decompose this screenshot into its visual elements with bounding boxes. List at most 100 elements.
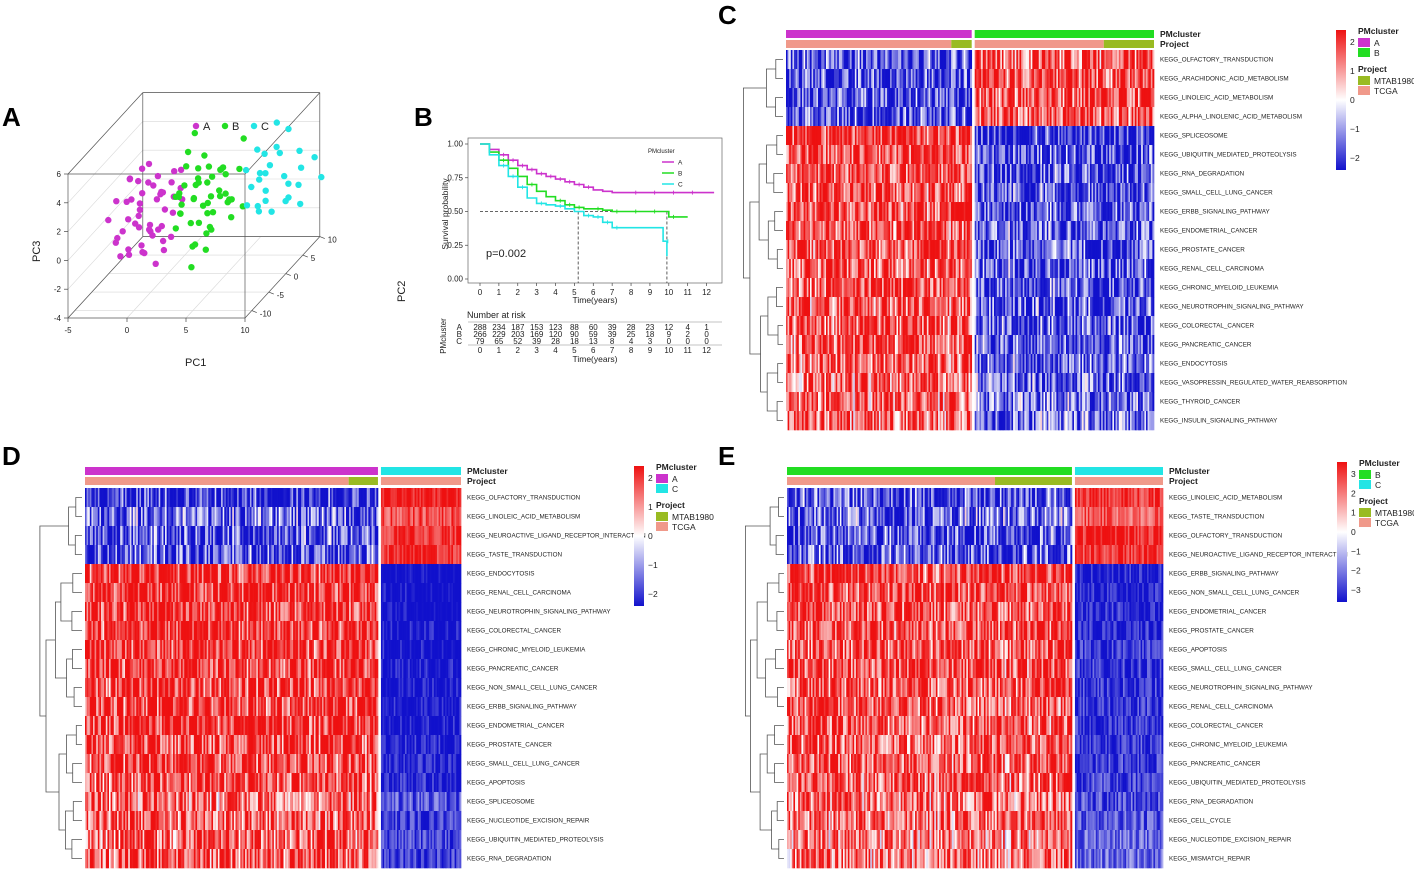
heat-cell [885, 316, 888, 336]
heat-cell [850, 297, 852, 317]
heat-cell [946, 335, 949, 355]
heat-cell [899, 278, 902, 298]
heat-cell [939, 202, 942, 222]
heat-cell [798, 297, 801, 317]
heat-cell [918, 164, 921, 184]
heat-cell [853, 164, 856, 184]
heat-cell [851, 259, 854, 279]
heatmap-row-label: KEGG_SPLICEOSOME [1160, 133, 1228, 140]
heat-cell [997, 354, 1000, 374]
heat-cell [850, 88, 852, 108]
heat-cell [874, 107, 876, 127]
heat-cell [985, 126, 988, 146]
heat-cell [821, 297, 824, 317]
heat-cell [845, 69, 848, 89]
heat-cell [870, 183, 873, 203]
heat-cell [853, 335, 856, 355]
heat-cell [818, 88, 820, 108]
heat-cell [813, 316, 816, 336]
pca-box-edge [67, 92, 144, 175]
heat-cell [984, 411, 987, 431]
heat-cell [970, 297, 973, 317]
heat-cell [856, 316, 859, 336]
heat-cell [899, 145, 902, 165]
heat-cell [992, 297, 995, 317]
heat-cell [845, 411, 848, 431]
pca-point-b [177, 210, 184, 217]
pca-point-b [184, 148, 192, 156]
heat-cell [874, 88, 876, 108]
pca-point-a [135, 177, 142, 185]
heat-cell [867, 335, 870, 355]
heat-cell [827, 126, 830, 146]
pca-legend-label-c: C [261, 121, 269, 133]
heat-cell [829, 145, 832, 165]
heat-cell [918, 50, 921, 70]
heat-cell [982, 335, 985, 355]
heat-cell [787, 259, 790, 279]
heat-cell [990, 259, 993, 279]
heat-cell [995, 126, 998, 146]
pca-point-c [295, 181, 302, 188]
pca-point-b [172, 225, 179, 232]
pca-box-edge [244, 92, 321, 175]
heat-cell [1152, 354, 1155, 374]
heatmap-row-label: KEGG_ALPHA_LINOLENIC_ACID_METABOLISM [1160, 114, 1302, 121]
heat-cell [998, 411, 1001, 431]
heat-cell [802, 69, 804, 89]
heat-cell [992, 278, 995, 298]
heat-cell [808, 297, 811, 317]
heat-cell [859, 354, 862, 374]
heat-cell [854, 411, 857, 431]
heat-cell [954, 297, 957, 317]
heat-cell [891, 88, 894, 108]
heat-cell [859, 411, 862, 431]
heat-cell [954, 183, 957, 203]
heat-cell [792, 145, 795, 165]
heat-cell [962, 50, 965, 70]
heat-cell [909, 240, 912, 260]
heat-cell [993, 202, 996, 222]
heat-cell [901, 164, 904, 184]
heat-cell [982, 354, 985, 374]
heat-cell [990, 221, 993, 241]
heat-cell [792, 316, 795, 336]
heat-cell [858, 126, 860, 146]
heat-cell [930, 88, 933, 108]
heat-cell [931, 221, 934, 241]
heat-cell [976, 411, 979, 431]
heat-cell [824, 316, 827, 336]
pca-point-c [262, 170, 269, 177]
heat-cell [789, 240, 792, 260]
heat-cell [958, 373, 961, 393]
heat-cell [974, 411, 977, 431]
heat-cell [950, 259, 953, 279]
heat-cell [850, 164, 852, 184]
risk-cell: 0 [667, 337, 672, 346]
heat-cell [917, 335, 920, 355]
heat-cell [867, 411, 870, 431]
heat-cell [856, 392, 859, 412]
heat-cell [867, 297, 870, 317]
pca-point-a [136, 206, 144, 213]
heat-cell [829, 240, 832, 260]
heat-cell [880, 50, 883, 70]
risk-x-tick-label: 2 [516, 346, 521, 355]
heat-cell [870, 69, 873, 89]
heat-cell [950, 392, 953, 412]
heat-cell [883, 107, 886, 127]
heat-cell [814, 392, 817, 412]
risk-cell: 28 [551, 337, 560, 346]
heat-cell [917, 164, 920, 184]
heat-cell [821, 259, 824, 279]
heat-cell [1000, 183, 1003, 203]
heat-cell [984, 145, 987, 165]
heat-cell [872, 354, 875, 374]
heat-cell [851, 240, 854, 260]
heat-cell [890, 297, 893, 317]
heat-cell [917, 297, 920, 317]
heat-cell [922, 50, 925, 70]
heat-cell [904, 164, 907, 184]
heat-cell [874, 373, 876, 393]
heat-cell [938, 392, 941, 412]
